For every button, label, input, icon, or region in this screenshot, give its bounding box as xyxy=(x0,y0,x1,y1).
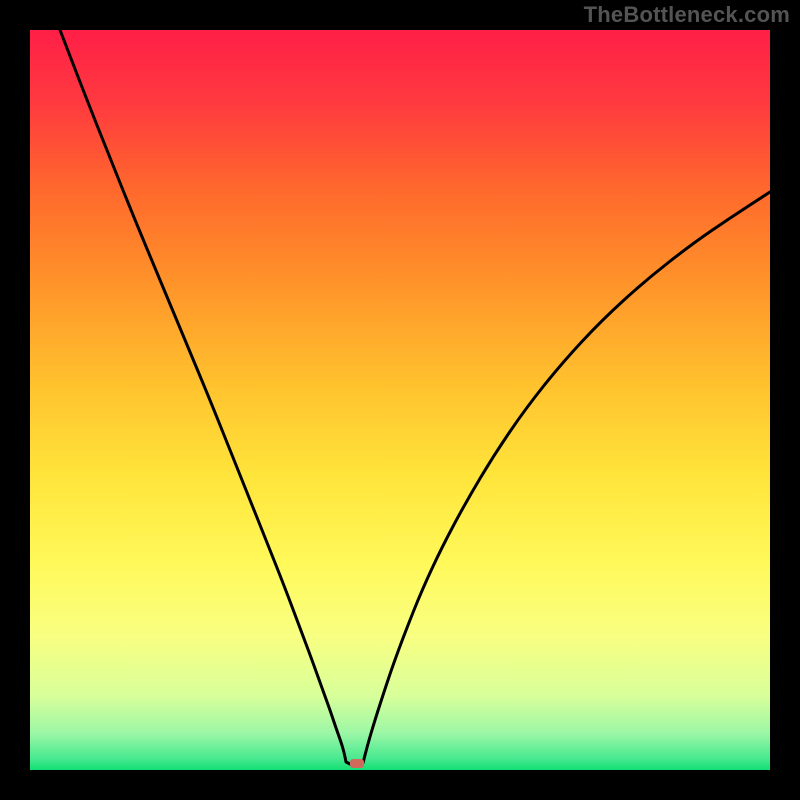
optimal-marker xyxy=(350,759,364,768)
chart-frame: TheBottleneck.com xyxy=(0,0,800,800)
watermark-text: TheBottleneck.com xyxy=(584,2,790,28)
plot-area xyxy=(30,30,770,770)
curve-svg xyxy=(30,30,770,770)
bottleneck-curve xyxy=(60,30,770,764)
